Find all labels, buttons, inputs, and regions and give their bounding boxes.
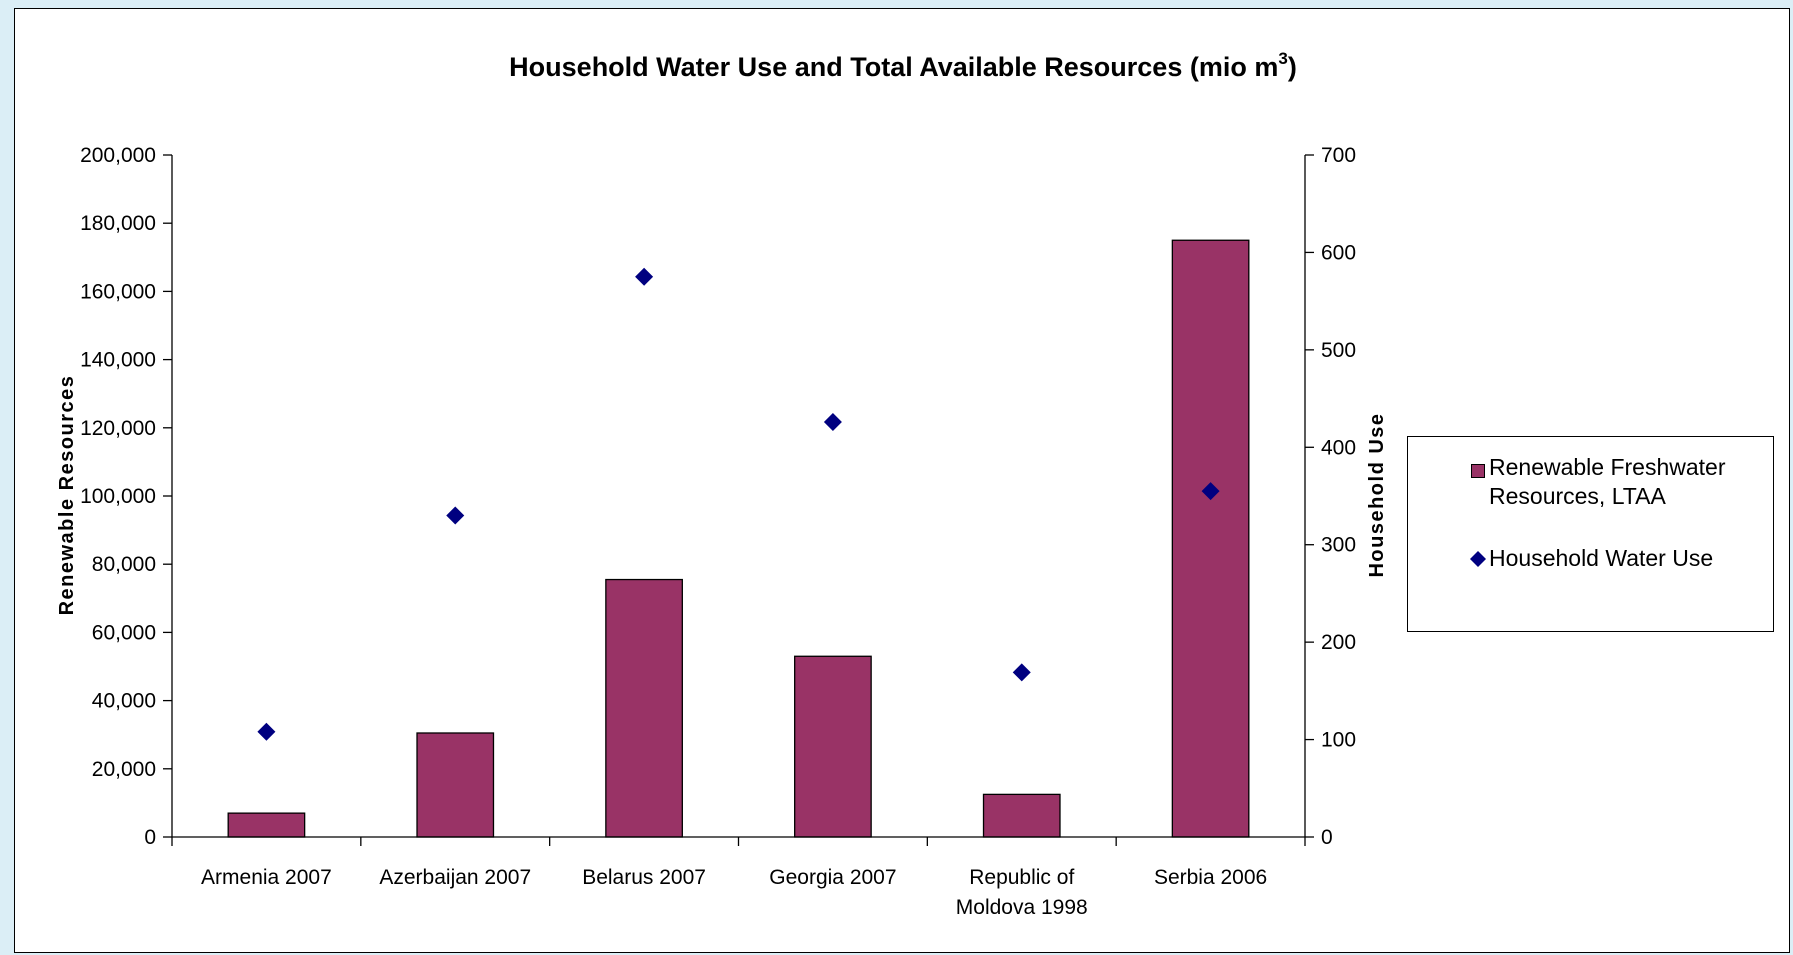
y2-tick-label-0: 0 <box>1321 826 1333 849</box>
y-tick-label-3: 60,000 <box>92 621 156 644</box>
chart-title-superscript: 3 <box>1278 49 1287 68</box>
y2-tick-label-2: 200 <box>1321 631 1356 654</box>
y-tick-label-5: 100,000 <box>80 485 156 508</box>
legend-label-household: Household Water Use <box>1489 545 1714 571</box>
x-tick-label-2: Belarus 2007 <box>582 866 706 889</box>
bar-2 <box>605 578 683 838</box>
bar-3 <box>794 655 872 838</box>
y2-tick-label-4: 400 <box>1321 436 1356 459</box>
y-tick-label-7: 140,000 <box>80 349 156 372</box>
bar-0 <box>227 812 306 838</box>
bar-1 <box>416 732 495 838</box>
y-axis-label: Renewable Resources <box>56 375 78 616</box>
x-tick-label-1: Azerbaijan 2007 <box>379 866 531 889</box>
y2-tick-label-1: 100 <box>1321 729 1356 752</box>
x-tick-label-5: Serbia 2006 <box>1154 866 1267 889</box>
y-tick-label-2: 40,000 <box>92 690 156 713</box>
point-0 <box>257 722 276 741</box>
legend-label-renewable: Renewable Freshwater Resources, LTAA <box>1489 453 1726 511</box>
chart-frame: Household Water Use and Total Available … <box>14 8 1790 953</box>
chart-title-main: Household Water Use and Total Available … <box>509 52 1278 82</box>
legend: Renewable Freshwater Resources, LTAA Hou… <box>1407 436 1774 632</box>
y2-tick-label-5: 500 <box>1321 339 1356 362</box>
chart-svg: Household Water Use and Total Available … <box>56 49 1388 919</box>
y-tick-label-6: 120,000 <box>80 417 156 440</box>
plot-area: 0 20,000 40,000 60,000 80,000 100,000 120,000 1… <box>80 144 1356 919</box>
point-2 <box>635 267 654 286</box>
y2-axis-label: Household Use <box>1366 412 1388 577</box>
point-3 <box>823 412 842 431</box>
chart-title: Household Water Use and Total Available … <box>509 49 1297 82</box>
y-tick-label-10: 200,000 <box>80 144 156 167</box>
y2-tick-label-6: 600 <box>1321 241 1356 264</box>
bar-4 <box>982 793 1061 838</box>
x-tick-label-0: Armenia 2007 <box>201 866 332 889</box>
point-1 <box>446 506 465 525</box>
x-tick-label-4-line1: Moldova 1998 <box>956 896 1088 919</box>
x-tick-label-3: Georgia 2007 <box>769 866 896 889</box>
legend-diamond-icon <box>1470 551 1486 567</box>
y-tick-label-9: 180,000 <box>80 212 156 235</box>
y-tick-label-1: 20,000 <box>92 758 156 781</box>
point-4 <box>1012 663 1031 682</box>
chart-title-end: ) <box>1288 52 1297 82</box>
y2-tick-label-7: 700 <box>1321 144 1356 167</box>
legend-swatch-renewable <box>1471 464 1485 478</box>
y-tick-label-0: 0 <box>144 826 156 849</box>
legend-label-renewable-line1: Renewable Freshwater <box>1489 454 1726 480</box>
y-tick-label-8: 160,000 <box>80 280 156 303</box>
legend-label-renewable-line2: Resources, LTAA <box>1489 483 1666 509</box>
point-5 <box>1201 482 1220 501</box>
y-tick-label-4: 80,000 <box>92 553 156 576</box>
x-tick-label-4-line0: Republic of <box>969 866 1074 889</box>
y2-tick-label-3: 300 <box>1321 534 1356 557</box>
bar-5 <box>1171 239 1250 838</box>
